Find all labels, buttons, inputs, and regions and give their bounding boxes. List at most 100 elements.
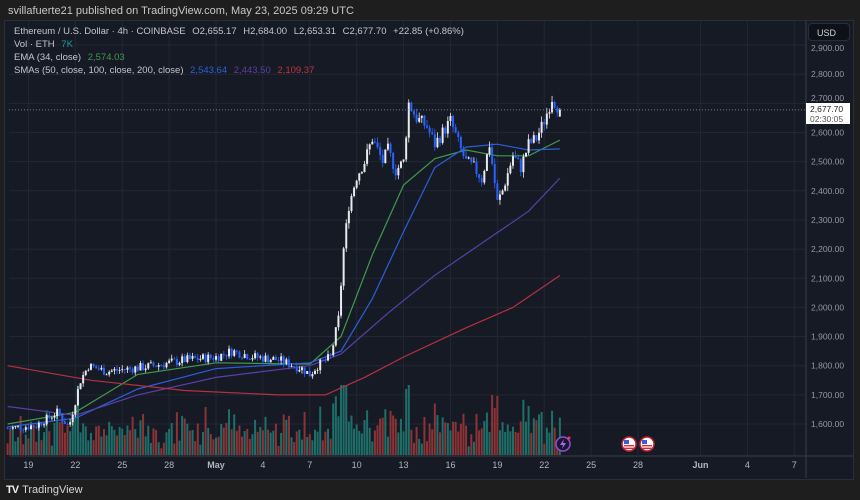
volume-bar xyxy=(274,423,277,455)
volume-bar xyxy=(131,416,134,455)
volume-bar xyxy=(313,429,316,455)
volume-bar xyxy=(522,399,525,455)
volume-bar xyxy=(63,432,66,455)
grid xyxy=(9,21,806,455)
chart-frame[interactable] xyxy=(4,20,854,480)
legend-volume-row[interactable]: Vol · ETH 7K xyxy=(14,39,77,50)
volume-bar xyxy=(530,432,533,455)
y-tick-label: 2,000.00 xyxy=(811,302,844,312)
candle-body xyxy=(514,156,517,158)
volume-value: 7K xyxy=(61,39,73,50)
candle-body xyxy=(444,127,447,134)
legend-sma-row[interactable]: SMAs (50, close, 100, close, 200, close)… xyxy=(14,65,318,76)
lightning-glyph xyxy=(560,439,566,449)
x-tick-label: Jun xyxy=(693,460,709,470)
y-tick-label: 2,900.00 xyxy=(811,43,844,53)
candle-body xyxy=(160,365,163,366)
candle-body xyxy=(212,357,215,360)
candle-body xyxy=(217,356,220,361)
volume-bar xyxy=(360,433,363,455)
x-tick-label: 13 xyxy=(399,460,409,470)
x-tick-label: 22 xyxy=(539,460,549,470)
candle-body xyxy=(58,408,61,416)
currency-button[interactable]: USD xyxy=(808,23,850,41)
flag-canton xyxy=(642,440,647,444)
volume-bar xyxy=(121,428,124,455)
candle-body xyxy=(517,157,520,160)
candle-body xyxy=(43,424,46,426)
legend-ema-row[interactable]: EMA (34, close) 2,574.03 xyxy=(14,52,129,63)
volume-bar xyxy=(532,418,535,455)
volume-bar xyxy=(183,418,186,455)
volume-bar xyxy=(277,445,280,455)
volume-bar xyxy=(186,423,189,455)
sma-label: SMAs (50, close, 100, close, 200, close) xyxy=(14,65,184,76)
volume-bar xyxy=(89,432,92,455)
volume-bar xyxy=(228,409,231,455)
volume-bar xyxy=(191,429,194,455)
y-tick-label: 2,100.00 xyxy=(811,273,844,283)
candle-body xyxy=(17,425,20,427)
candle-body xyxy=(441,127,444,143)
candle-body xyxy=(457,132,460,137)
volume-bar xyxy=(358,430,361,455)
candle-body xyxy=(136,366,139,371)
volume-bar xyxy=(76,385,79,455)
volume-bar xyxy=(386,436,389,455)
candle-body xyxy=(126,367,129,370)
candle-body xyxy=(345,223,348,249)
candle-body xyxy=(426,125,429,128)
flag-stripe xyxy=(642,445,652,447)
symbol-name[interactable]: Ethereum / U.S. Dollar · 4h · COINBASE xyxy=(14,26,186,37)
volume-bar xyxy=(306,437,309,455)
candle-body xyxy=(71,414,74,423)
candle-body xyxy=(157,365,160,367)
volume-bar xyxy=(459,423,462,455)
volume-bar xyxy=(553,427,556,455)
candle-body xyxy=(433,134,436,148)
candle-body xyxy=(123,369,126,370)
volume-bar xyxy=(363,419,366,455)
candle-body xyxy=(553,101,556,108)
candle-body xyxy=(439,137,442,143)
volume-bar xyxy=(160,448,163,455)
volume-bar xyxy=(108,421,111,455)
ohlc-high: H2,684.00 xyxy=(243,26,288,37)
volume-bar xyxy=(201,431,204,455)
last-price-label: 2,677.70 02:30:05 xyxy=(806,103,850,124)
candle-body xyxy=(530,139,533,143)
volume-bar xyxy=(162,442,165,455)
volume-bar xyxy=(467,446,470,455)
candle-countdown: 02:30:05 xyxy=(810,114,844,124)
candle-body xyxy=(459,136,462,149)
candle-body xyxy=(353,187,356,197)
volume-bar xyxy=(519,421,522,455)
x-tick-label: 7 xyxy=(792,460,797,470)
volume-bar xyxy=(50,445,53,455)
candle-body xyxy=(131,368,134,373)
volume-bar xyxy=(350,415,353,455)
candle-body xyxy=(366,149,369,164)
candle-body xyxy=(373,141,376,143)
volume-bar xyxy=(444,422,447,455)
volume-bar xyxy=(485,412,488,455)
candle-body xyxy=(118,369,121,371)
volume-bar xyxy=(405,389,408,455)
candle-body xyxy=(110,370,113,372)
volume-bar xyxy=(165,432,168,455)
candle-body xyxy=(402,159,405,162)
candle-body xyxy=(462,148,465,156)
volume-bar xyxy=(282,414,285,455)
tradingview-logo[interactable]: TV TradingView xyxy=(6,484,83,496)
candle-body xyxy=(298,370,301,372)
volume-bar xyxy=(84,426,87,455)
candle-body xyxy=(155,365,158,367)
publisher-line: svillafuerte21 published on TradingView.… xyxy=(8,5,354,17)
candle-body xyxy=(509,165,512,174)
volume-bar xyxy=(493,408,496,455)
volume-bar xyxy=(144,436,147,455)
candle-body xyxy=(397,167,400,176)
volume-bar xyxy=(241,436,244,455)
candle-body xyxy=(35,426,38,428)
